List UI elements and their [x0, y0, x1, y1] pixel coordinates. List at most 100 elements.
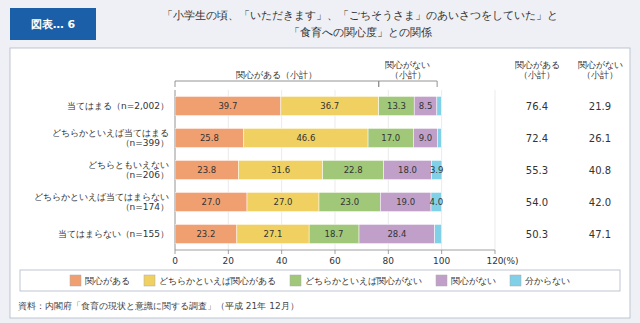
tick-mark — [495, 250, 496, 254]
title: 「小学生の頃、「いただきます」、「ごちそうさま」のあいさつをしていた」と — [162, 9, 558, 22]
bracket — [379, 81, 437, 87]
data-label: 13.3 — [387, 101, 406, 111]
bar-segment — [175, 160, 238, 179]
data-label: 18.7 — [325, 229, 344, 239]
legend-label: 関心がある — [85, 276, 130, 286]
grid-line — [495, 90, 496, 250]
tick-mark — [175, 250, 176, 254]
annotation: 関心がない（小計） — [385, 60, 430, 80]
category-label: 当てはまらない（n=155） — [58, 229, 169, 239]
data-label: 25.8 — [200, 133, 219, 143]
bar-segment — [384, 160, 432, 179]
legend-swatch — [70, 275, 81, 286]
data-label: 36.7 — [320, 101, 339, 111]
tick-label: 40 — [276, 256, 288, 266]
bar-segment — [309, 224, 359, 243]
tick-mark — [228, 250, 229, 254]
tick-mark — [281, 250, 282, 254]
x-axis-line — [175, 250, 495, 251]
data-label: 39.7 — [218, 101, 237, 111]
data-label: 3.9 — [430, 165, 444, 175]
summary-header: 関心がある（小計） — [515, 60, 560, 80]
figure-label: 図表… 6 — [31, 18, 76, 31]
category-label: どちらともいえない（n=206） — [88, 160, 169, 180]
data-label: 27.0 — [274, 197, 293, 207]
bars — [175, 96, 442, 243]
bar-segment — [238, 160, 322, 179]
summary-value: 42.0 — [589, 197, 611, 208]
category-label: どちらかといえば当てはまる（n=399） — [52, 128, 169, 148]
summary-value: 26.1 — [589, 133, 611, 144]
legend-label: どちらかといえば関心がない — [305, 276, 422, 286]
legend-swatch — [436, 275, 447, 286]
data-label: 9.0 — [419, 133, 433, 143]
bar-segment — [368, 128, 413, 147]
data-label: 17.0 — [381, 133, 400, 143]
summary-value: 47.1 — [589, 229, 611, 240]
tick-mark — [388, 250, 389, 254]
bar-segment — [413, 128, 437, 147]
summary-value: 40.8 — [589, 165, 611, 176]
data-label: 22.8 — [344, 165, 363, 175]
data-label: 27.0 — [202, 197, 221, 207]
bar-segment — [237, 224, 309, 243]
bracket — [175, 81, 379, 87]
data-label: 28.4 — [387, 229, 406, 239]
inner-panel — [10, 48, 630, 318]
data-label: 8.5 — [419, 101, 433, 111]
legend-box — [20, 270, 620, 291]
legend-swatch — [144, 275, 155, 286]
data-label: 18.0 — [398, 165, 417, 175]
bar-segment — [435, 224, 442, 243]
data-label: 19.0 — [396, 197, 415, 207]
tick-mark — [335, 250, 336, 254]
summary-value: 54.0 — [526, 197, 548, 208]
bar-segment — [437, 96, 442, 115]
bar-segment — [244, 128, 368, 147]
data-label: 27.1 — [264, 229, 283, 239]
summary-value: 21.9 — [589, 101, 611, 112]
tick-label: 60 — [329, 256, 341, 266]
bar-segment — [437, 128, 441, 147]
category-label: 当てはまる（n=2,002） — [67, 101, 169, 111]
legend-swatch — [510, 275, 521, 286]
bar-segment — [323, 160, 384, 179]
legend-label: 分からない — [525, 276, 570, 286]
bar-segment — [379, 96, 414, 115]
bar-segment — [414, 96, 437, 115]
bar-segment — [380, 192, 431, 211]
legend-label: どちらかといえば関心がある — [159, 276, 276, 286]
tick-label: 100 — [433, 256, 450, 266]
summary-header: 関心がない（小計） — [578, 60, 623, 80]
tick-label: 80 — [383, 256, 395, 266]
bar-segment — [175, 224, 237, 243]
data-label: 23.0 — [340, 197, 359, 207]
subtitle: 「食育への関心度」との関係 — [289, 26, 432, 39]
bar-segment — [247, 192, 319, 211]
tick-label: 0 — [172, 256, 178, 266]
grid — [175, 90, 495, 250]
background — [0, 0, 640, 323]
source: 資料：内閣府「食育の現状と意識に関する調査」（平成 21年 12月） — [18, 301, 299, 311]
bracket-line — [379, 81, 437, 87]
bar-segment — [175, 192, 247, 211]
bar-segment — [359, 224, 435, 243]
data-label: 31.6 — [271, 165, 290, 175]
legend: 関心がある どちらかといえば関心がある どちらかといえば関心がない 関心がない 分からな… — [70, 275, 570, 286]
summary-value: 76.4 — [526, 101, 548, 112]
tick-mark — [441, 250, 442, 254]
data-label: 4.0 — [430, 197, 444, 207]
chart: 図表… 6 「小学生の頃、「いただきます」、「ごちそうさま」のあいさつをしていた」… — [0, 0, 640, 323]
tick-label: 120 — [486, 256, 503, 266]
data-label: 46.6 — [296, 133, 315, 143]
data-label: 23.2 — [196, 229, 215, 239]
tick-label: 20 — [223, 256, 235, 266]
bar-segment — [175, 96, 281, 115]
summary-value: 72.4 — [526, 133, 548, 144]
category-label: どちらかといえば当てはまらない（n=174） — [34, 192, 169, 212]
legend-label: 関心がない — [451, 276, 496, 286]
bar-segment — [319, 192, 380, 211]
bar-segment — [281, 96, 379, 115]
data-label: 23.8 — [197, 165, 216, 175]
summary-value: 50.3 — [526, 229, 548, 240]
